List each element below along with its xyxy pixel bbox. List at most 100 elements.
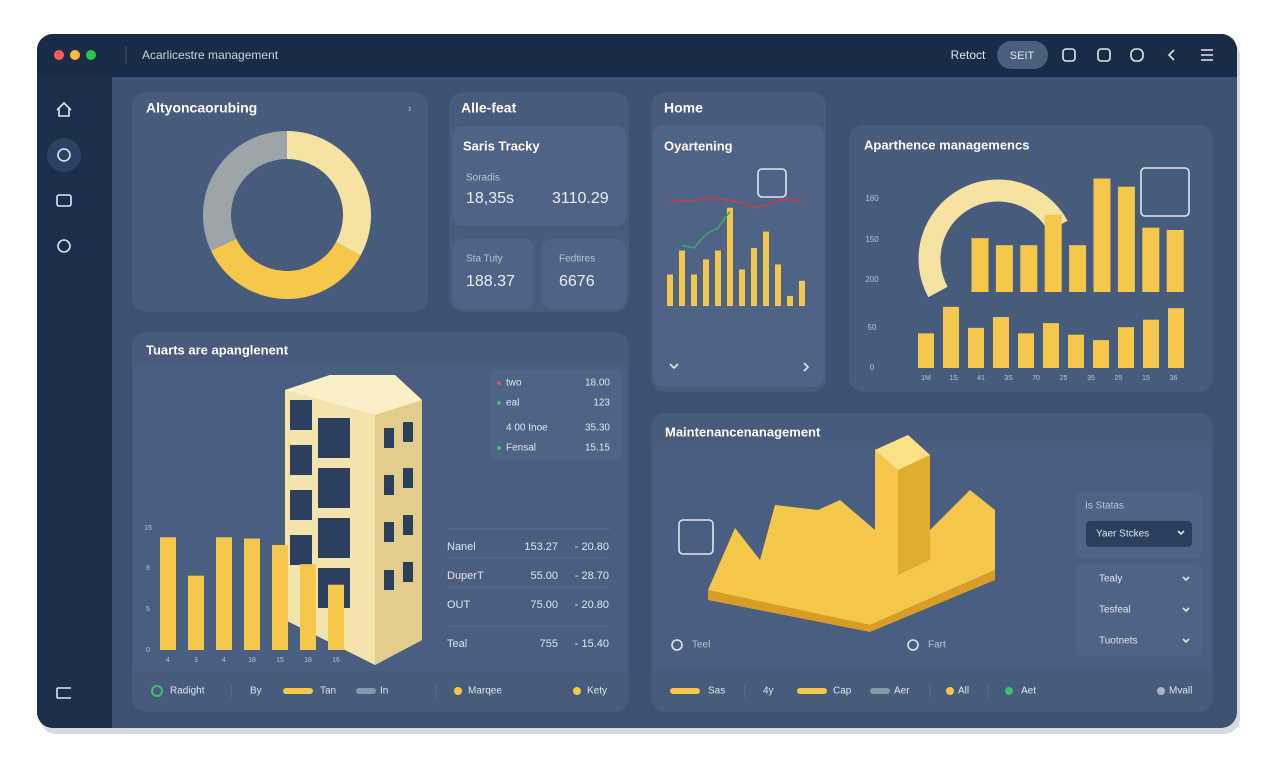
table-cell: 75.00 <box>530 599 558 611</box>
chevron[interactable]: › <box>408 104 411 115</box>
icon[interactable] <box>757 168 787 198</box>
legend-dot <box>497 381 501 385</box>
bar <box>1118 327 1134 368</box>
close[interactable] <box>54 50 64 60</box>
icon <box>671 639 683 651</box>
list-item[interactable]: Tesfeal <box>1099 605 1131 616</box>
bar <box>216 537 232 650</box>
chevron[interactable] <box>1177 530 1185 536</box>
card-title: Home <box>664 100 703 116</box>
bar <box>188 575 204 650</box>
bar <box>943 306 959 368</box>
x-tick-label: 3 <box>194 657 198 664</box>
bar <box>775 264 781 306</box>
bar <box>1043 323 1059 368</box>
legend-label: By <box>250 686 262 697</box>
x-tick-label: 16 <box>332 657 340 664</box>
toolbar-button[interactable] <box>997 41 1048 69</box>
legend-label: In <box>380 686 388 697</box>
panel <box>452 239 534 309</box>
legend-label: Aet <box>1021 686 1036 697</box>
legend-label: Marqee <box>468 686 502 697</box>
zoom[interactable] <box>86 50 96 60</box>
legend-dot <box>497 401 501 405</box>
bar <box>1020 245 1038 292</box>
legend-label: Fensal <box>506 443 536 454</box>
line-series <box>681 211 731 249</box>
building-chart: 15 8 5 0 4 3 4 18 15 18 16 <box>144 525 344 664</box>
bar <box>1093 178 1111 292</box>
y-tick-label: 160 <box>865 194 879 203</box>
x-tick-label: 70 <box>1032 375 1040 382</box>
value: 3110.29 <box>552 190 609 207</box>
toolbar-link[interactable]: Retoct <box>951 48 986 62</box>
toolbar-button-label[interactable]: SEIT <box>1010 50 1035 62</box>
x-tick-label: 3S <box>1004 375 1013 382</box>
table-cell: 153.27 <box>524 541 558 553</box>
bar <box>971 238 989 292</box>
panel <box>452 126 626 226</box>
legend-marker <box>151 685 163 697</box>
table-cell: OUT <box>447 599 471 611</box>
list-item[interactable]: Tuotnets <box>1099 636 1138 647</box>
bar <box>328 584 344 650</box>
nav <box>803 362 810 372</box>
icon[interactable] <box>1140 167 1190 217</box>
x-tick-label: 15 <box>1142 375 1150 382</box>
bar <box>272 544 288 650</box>
card-title: Tuarts are apanglenent <box>146 342 289 357</box>
select[interactable] <box>1086 521 1192 547</box>
bar <box>1142 227 1160 292</box>
y-tick-label: 8 <box>146 565 150 572</box>
legend: two 18.00 eal 123 4 00 Inoe 35.30 Fensal 15.15 <box>497 378 610 454</box>
terrain-illustration <box>708 435 995 632</box>
table: Nanel 153.27 - 20.80 DuperT 55.00 - 28.70 OUT 7… <box>447 528 610 650</box>
x-tick-label: 4 <box>166 657 170 664</box>
table-cell: Teal <box>447 638 467 650</box>
legend-value: 15.15 <box>585 443 610 454</box>
legend-marker <box>573 687 581 695</box>
panel <box>653 125 824 387</box>
minimize[interactable] <box>70 50 80 60</box>
legend-label: Aer <box>894 686 910 697</box>
legend-label: All <box>958 686 969 697</box>
select-value[interactable]: Yaer Stckes <box>1096 529 1149 540</box>
legend-label: Tan <box>320 686 336 697</box>
x-tick-label: 25 <box>1115 375 1123 382</box>
x-tick-label: 1S <box>949 375 958 382</box>
icon[interactable] <box>678 519 714 555</box>
legend-label: Mvall <box>1169 686 1192 697</box>
x-tick-label: 35 <box>1087 375 1095 382</box>
panel-title: Oyartening <box>664 138 733 153</box>
legend-marker <box>1157 687 1165 695</box>
footer-legend: Radight By Tan In Marqee Kety <box>151 684 607 698</box>
legend-value: 35.30 <box>585 423 610 434</box>
nav <box>669 363 679 370</box>
sidebar-icons[interactable] <box>47 101 81 699</box>
toolbar-icons[interactable] <box>1062 48 1213 62</box>
card-title: Altyoncaorubing <box>146 100 257 116</box>
donut-chart <box>203 131 371 299</box>
bar <box>727 207 733 306</box>
donut-segment <box>203 131 288 251</box>
bar <box>691 274 697 306</box>
legend-dot <box>497 446 501 450</box>
list-item[interactable]: Tealy <box>1099 574 1122 585</box>
bar <box>763 231 769 306</box>
x-tick-label: 4 <box>222 657 226 664</box>
bar <box>1143 319 1159 368</box>
donut-segment <box>286 131 371 256</box>
line-series <box>669 196 803 209</box>
bar <box>751 248 757 306</box>
bar <box>160 537 176 650</box>
y-tick-label: 15 <box>144 525 152 532</box>
legend-marker <box>356 688 376 694</box>
x-tick-label: 18 <box>248 657 256 664</box>
table-cell: - 15.40 <box>575 638 609 650</box>
table-cell: - 20.80 <box>575 599 609 611</box>
legend-marker <box>946 687 954 695</box>
apartment-chart: 160 150 200 50 0 1M 1S 41 3S 70 25 35 25 15 36 <box>865 178 1184 382</box>
x-tick-label: 41 <box>977 375 985 382</box>
footer-legend: Sas 4y Cap Aer All Aet Mvall <box>670 684 1192 698</box>
